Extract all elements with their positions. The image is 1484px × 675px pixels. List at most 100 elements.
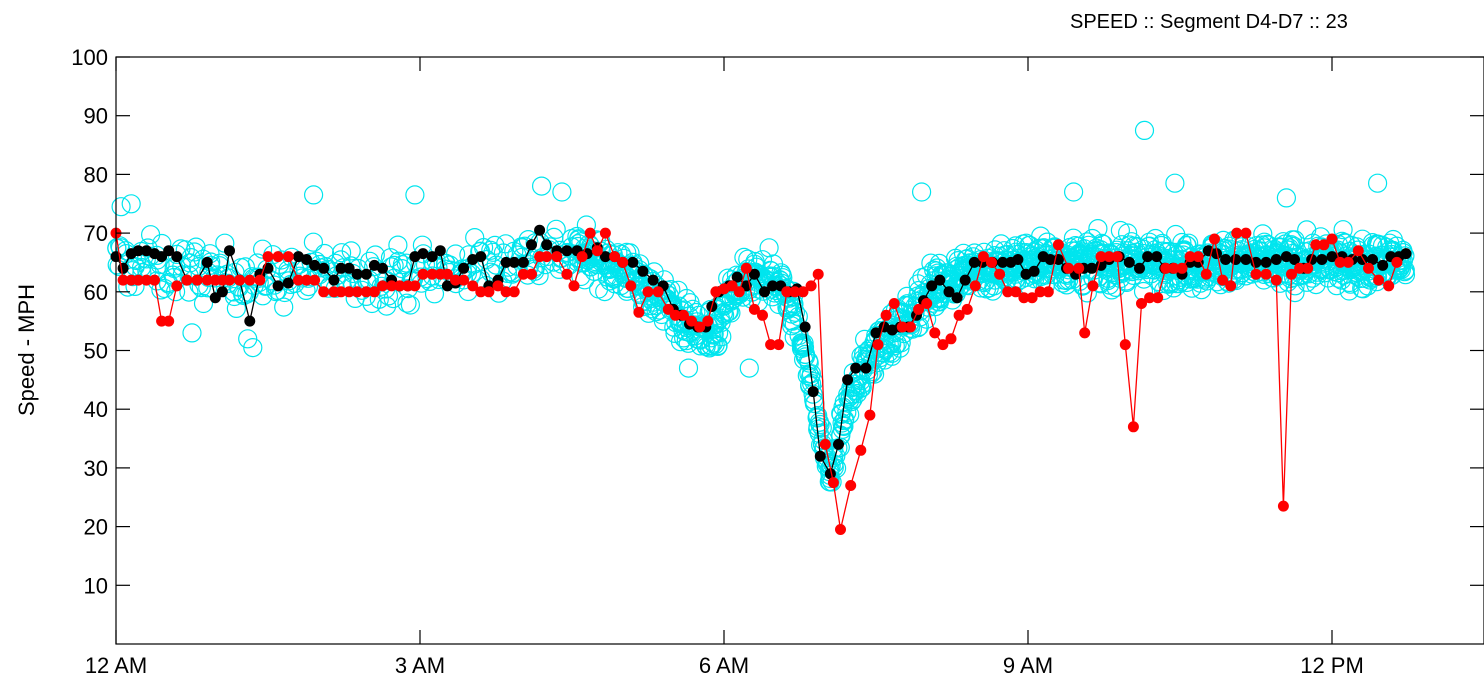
series-point-red	[1373, 274, 1385, 286]
series-point-red	[1087, 280, 1099, 292]
raw-point	[1056, 275, 1077, 295]
raw-point	[531, 176, 552, 196]
series-point-red	[1063, 262, 1074, 274]
raw-point	[417, 269, 437, 289]
raw-point	[708, 336, 728, 356]
series-point-red	[1026, 292, 1038, 304]
series-point-black	[1400, 248, 1412, 260]
series-point-red	[1052, 239, 1064, 251]
series-point-red	[994, 268, 1006, 280]
series-point-red	[272, 251, 284, 263]
series-point-red	[1192, 251, 1204, 263]
series-point-black	[814, 450, 826, 462]
series-point-red	[599, 227, 611, 239]
series-point-red	[309, 274, 321, 286]
raw-point	[274, 297, 294, 317]
series-point-black	[1377, 259, 1389, 271]
raw-point	[1281, 235, 1301, 255]
raw-point	[1174, 240, 1194, 260]
series-point-black	[951, 292, 963, 304]
series-point-red	[1250, 268, 1262, 280]
raw-point	[712, 327, 732, 347]
series-point-red	[1342, 256, 1354, 268]
series-point-red	[181, 274, 193, 286]
series-point-red	[757, 309, 768, 321]
series-point-red	[929, 327, 941, 339]
series-point-red	[805, 280, 817, 292]
series-point-black	[647, 274, 659, 286]
series-point-red	[1119, 339, 1131, 351]
series-point-red	[986, 256, 997, 268]
series-point-black	[1123, 256, 1135, 268]
raw-point	[186, 237, 206, 257]
series-point-red	[1209, 233, 1220, 245]
series-point-black	[282, 277, 294, 289]
series-point-red	[977, 251, 989, 263]
series-point-black	[943, 286, 955, 298]
series-point-red	[1240, 227, 1252, 239]
raw-point	[1333, 220, 1353, 240]
series-point-red	[1326, 233, 1338, 245]
series-point-black	[508, 256, 520, 268]
series-point-black	[748, 268, 760, 280]
series-point-red	[937, 339, 949, 351]
series-point-red	[1200, 268, 1212, 280]
raw-point	[1026, 240, 1046, 260]
series-point-red	[318, 286, 330, 298]
series-point-red	[492, 280, 504, 292]
raw-point	[1276, 188, 1297, 208]
series-point-black	[426, 251, 438, 263]
raw-point	[172, 265, 192, 285]
raw-point	[388, 235, 408, 255]
raw-point	[1031, 226, 1051, 246]
raw-point	[405, 185, 425, 205]
raw-point	[1110, 220, 1131, 241]
series-point-red	[797, 286, 809, 298]
raw-point	[424, 284, 445, 304]
raw-point	[238, 329, 258, 349]
series-point-red	[652, 286, 664, 298]
series-point-red	[467, 280, 479, 292]
x-tick-label: 3 AM	[395, 653, 445, 675]
series-point-red	[633, 306, 645, 318]
series-point-red	[888, 298, 900, 309]
series-point-black	[1230, 254, 1242, 265]
series-point-black	[156, 251, 168, 263]
series-point-red	[748, 303, 760, 315]
series-point-black	[731, 271, 743, 283]
series-point-red	[568, 280, 580, 292]
raw-point	[795, 344, 815, 365]
y-tick-label: 90	[84, 104, 108, 129]
series-point-red	[576, 251, 588, 263]
raw-point	[718, 301, 739, 322]
series-point-black	[171, 251, 183, 263]
raw-point	[377, 296, 397, 316]
raw-point	[730, 284, 750, 304]
series-point-black	[458, 262, 470, 274]
series-point-black	[351, 268, 363, 280]
raw-point	[702, 325, 722, 345]
series-point-red	[1270, 274, 1282, 286]
series-point-black	[959, 274, 971, 286]
series-point-red	[1318, 239, 1330, 251]
series-point-red	[441, 268, 453, 280]
series-point-red	[694, 321, 706, 333]
series-point-red	[678, 309, 689, 321]
raw-point	[788, 306, 808, 327]
raw-point	[315, 243, 335, 264]
series-point-black	[1240, 254, 1252, 265]
series-point-red	[1225, 280, 1237, 292]
raw-point	[182, 323, 202, 343]
raw-point	[332, 243, 352, 263]
series-point-red	[1391, 256, 1403, 268]
series-point-red	[864, 409, 876, 421]
raw-point	[890, 338, 910, 358]
series-point-black	[318, 262, 330, 274]
raw-point	[708, 323, 729, 343]
series-point-black	[1316, 254, 1328, 265]
series-point-red	[1383, 280, 1395, 292]
series-point-black	[850, 362, 862, 374]
series-point-red	[733, 286, 745, 298]
raw-point	[253, 286, 273, 306]
